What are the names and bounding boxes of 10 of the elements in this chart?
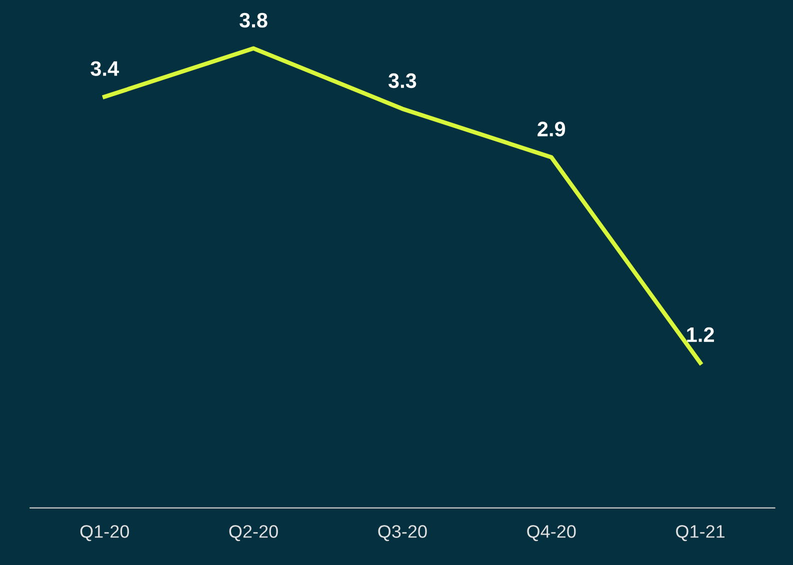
x-tick-label: Q1-20 (80, 525, 129, 542)
data-label: 3.4 (90, 61, 119, 76)
x-tick-label: Q3-20 (378, 525, 427, 542)
x-tick-label: Q1-21 (676, 525, 725, 542)
x-tick-label: Q4-20 (527, 525, 576, 542)
data-label: 1.2 (687, 327, 714, 342)
data-label: 2.9 (538, 122, 566, 136)
data-label: 3.3 (388, 73, 416, 88)
data-label: 3.8 (240, 12, 268, 28)
x-tick-label: Q2-20 (229, 525, 278, 542)
